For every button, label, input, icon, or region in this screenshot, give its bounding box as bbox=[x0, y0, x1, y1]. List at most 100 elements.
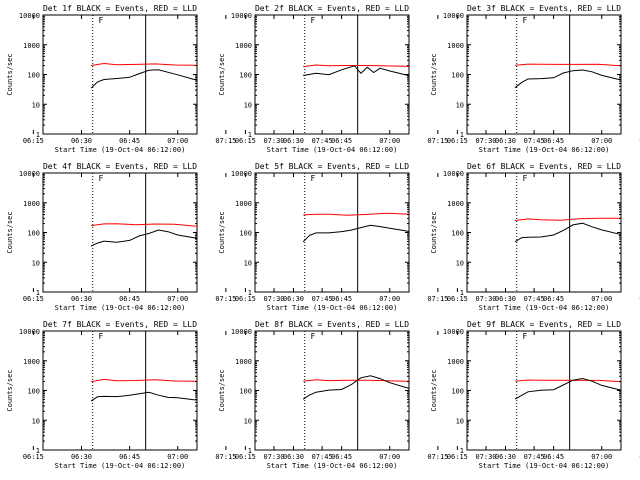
y-axis-label: Counts/sec bbox=[218, 211, 226, 253]
x-tick-label: 06:15 bbox=[447, 453, 468, 461]
chart-panel-det-8f: Det 8f BLACK = Events, RED = LLDFE110100… bbox=[218, 320, 545, 470]
x-tick-label: 07:45 bbox=[524, 137, 545, 145]
chart-panel-det-3f: Det 3f BLACK = Events, RED = LLD FE 1 10 100… bbox=[430, 4, 640, 154]
y-tick-label: 1 bbox=[248, 447, 252, 455]
x-tick-label: 07:30 bbox=[475, 137, 496, 145]
y-tick-label: 10000 bbox=[19, 328, 40, 336]
y-tick-label: 1 bbox=[460, 289, 464, 297]
y-tick-label: 10 bbox=[32, 417, 40, 425]
events-series-line bbox=[90, 391, 197, 402]
x-tick-label: 07:00 bbox=[591, 295, 612, 303]
x-axis-label: Start Time (19-Oct-04 06:12:00) bbox=[55, 146, 186, 154]
x-tick-label: 06:15 bbox=[235, 137, 256, 145]
x-tick-label: 06:45 bbox=[543, 295, 564, 303]
y-tick-label: 1000 bbox=[23, 200, 40, 208]
x-axis-label: Start Time (19-Oct-04 06:12:00) bbox=[55, 462, 186, 470]
flag-marker-f: F bbox=[311, 16, 316, 25]
x-tick-label: 06:15 bbox=[447, 137, 468, 145]
x-tick-label: 07:45 bbox=[524, 295, 545, 303]
y-tick-label: 1000 bbox=[447, 358, 464, 366]
x-tick-label: 07:15 bbox=[215, 137, 236, 145]
x-tick-label: 06:45 bbox=[543, 453, 564, 461]
x-tick-label: 07:00 bbox=[591, 453, 612, 461]
y-tick-label: 1000 bbox=[447, 200, 464, 208]
chart-title: Det 7f BLACK = Events, RED = LLD bbox=[43, 320, 197, 329]
y-tick-label: 1000 bbox=[447, 42, 464, 50]
x-tick-label: 06:15 bbox=[235, 453, 256, 461]
lld-series-line bbox=[303, 212, 409, 216]
x-tick-label: 06:30 bbox=[283, 295, 304, 303]
x-tick-label: 06:30 bbox=[495, 295, 516, 303]
y-tick-label: 1000 bbox=[235, 200, 252, 208]
plot-frame bbox=[254, 14, 410, 135]
flag-marker-f: F bbox=[523, 174, 528, 183]
y-tick-label: 1 bbox=[248, 131, 252, 139]
x-tick-label: 06:15 bbox=[23, 453, 44, 461]
x-tick-label: 07:15 bbox=[215, 453, 236, 461]
y-tick-label: 10 bbox=[456, 101, 464, 109]
y-tick-label: 10000 bbox=[443, 12, 464, 20]
y-axis-label: Counts/sec bbox=[6, 369, 14, 411]
flag-marker-f: F bbox=[99, 174, 104, 183]
chart-title: Det 8f BLACK = Events, RED = LLD bbox=[255, 320, 409, 329]
flag-marker-f: F bbox=[311, 174, 316, 183]
chart-title: Det 1f BLACK = Events, RED = LLD bbox=[43, 4, 197, 13]
chart-panel-det-5f: Det 5f BLACK = Events, RED = LLDFE110100… bbox=[218, 162, 545, 312]
x-tick-label: 06:45 bbox=[119, 137, 140, 145]
y-tick-label: 100 bbox=[451, 230, 464, 238]
events-series-line bbox=[302, 224, 409, 243]
x-tick-label: 07:15 bbox=[427, 453, 448, 461]
y-axis-label: Counts/sec bbox=[6, 211, 14, 253]
x-tick-label: 06:30 bbox=[495, 453, 516, 461]
plot-area: FE bbox=[302, 331, 409, 450]
events-series-line bbox=[302, 375, 409, 400]
x-tick-label: 06:45 bbox=[119, 295, 140, 303]
x-tick-label: 06:15 bbox=[447, 295, 468, 303]
y-tick-label: 1 bbox=[248, 289, 252, 297]
y-tick-label: 100 bbox=[239, 230, 252, 238]
events-series-line bbox=[514, 222, 621, 243]
chart-title: Det 2f BLACK = Events, RED = LLD bbox=[255, 4, 409, 13]
x-tick-label: 07:30 bbox=[475, 453, 496, 461]
x-tick-label: 06:45 bbox=[331, 295, 352, 303]
x-tick-label: 06:45 bbox=[331, 453, 352, 461]
chart-title: Det 4f BLACK = Events, RED = LLD bbox=[43, 162, 197, 171]
flag-marker-f: F bbox=[523, 332, 528, 341]
y-axis-label: Counts/sec bbox=[218, 369, 226, 411]
chart-panel-det-9f: Det 9f BLACK = Events, RED = LLD FE 1 10 100… bbox=[430, 320, 640, 470]
x-tick-label: 07:00 bbox=[167, 453, 188, 461]
x-tick-label: 06:30 bbox=[283, 453, 304, 461]
events-series-line bbox=[514, 377, 621, 400]
x-axis-label: Start Time (19-Oct-04 06:12:00) bbox=[479, 462, 610, 470]
y-tick-label: 10000 bbox=[19, 12, 40, 20]
x-tick-label: 07:30 bbox=[263, 453, 284, 461]
y-axis-label: Counts/sec bbox=[6, 53, 14, 95]
y-tick-label: 100 bbox=[27, 72, 40, 80]
x-tick-label: 06:15 bbox=[23, 295, 44, 303]
x-tick-label: 06:30 bbox=[283, 137, 304, 145]
events-series-line bbox=[303, 65, 409, 76]
y-axis-label: Counts/sec bbox=[430, 211, 438, 253]
y-tick-label: 1000 bbox=[235, 42, 252, 50]
y-tick-label: 1 bbox=[460, 447, 464, 455]
x-tick-label: 07:15 bbox=[427, 137, 448, 145]
x-tick-label: 06:45 bbox=[331, 137, 352, 145]
x-tick-label: 06:30 bbox=[71, 295, 92, 303]
lld-series-line bbox=[515, 379, 621, 383]
plot-frame bbox=[466, 172, 622, 293]
x-axis-label: Start Time (19-Oct-04 06:12:00) bbox=[267, 146, 398, 154]
chart-title: Det 3f BLACK = Events, RED = LLD bbox=[467, 4, 621, 13]
plot-frame bbox=[42, 14, 198, 135]
y-tick-label: 10 bbox=[32, 101, 40, 109]
y-tick-label: 1 bbox=[460, 131, 464, 139]
chart-title: Det 6f BLACK = Events, RED = LLD bbox=[467, 162, 621, 171]
x-tick-label: 06:30 bbox=[71, 137, 92, 145]
x-tick-label: 07:00 bbox=[167, 295, 188, 303]
x-tick-label: 06:45 bbox=[543, 137, 564, 145]
y-tick-label: 1000 bbox=[23, 358, 40, 366]
x-tick-label: 07:45 bbox=[524, 453, 545, 461]
chart-panel-det-1f: Det 1f BLACK = Events, RED = LLD F E 1 10 100… bbox=[6, 4, 333, 154]
